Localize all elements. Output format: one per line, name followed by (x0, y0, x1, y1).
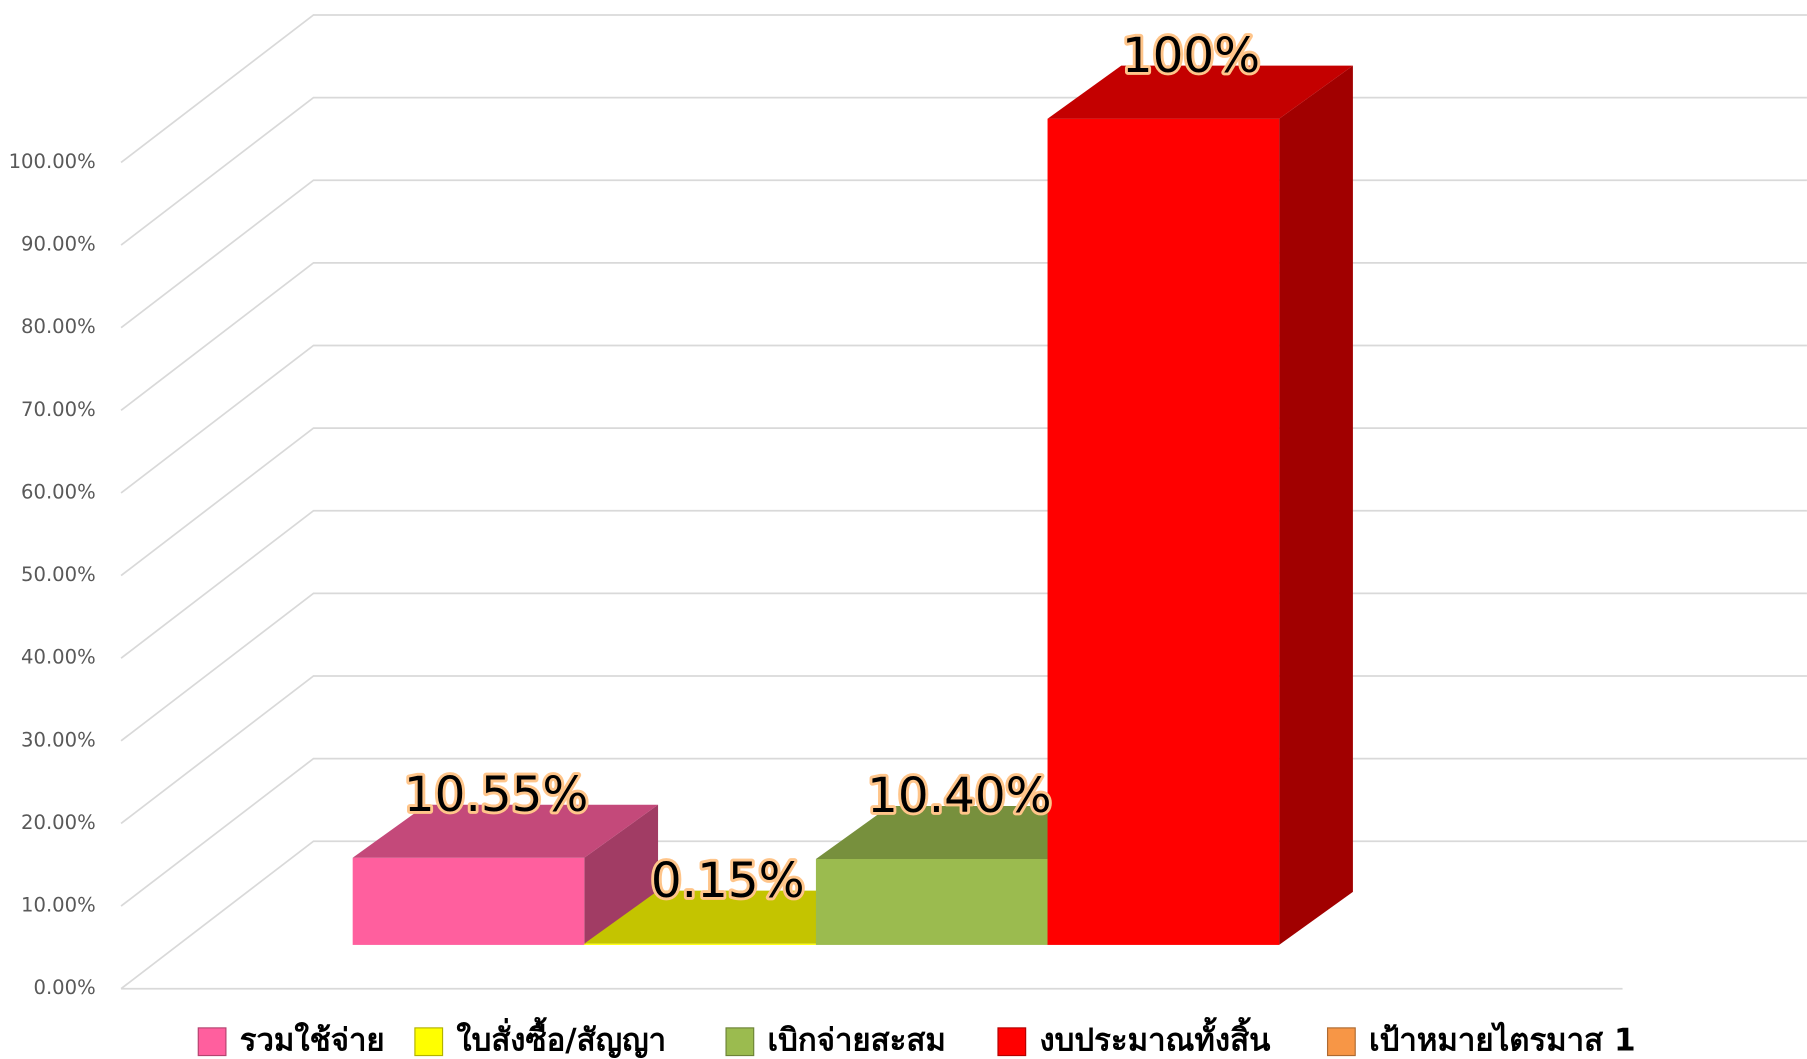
y-tick-label: 40.00% (21, 646, 96, 669)
grid-line (120, 344, 1807, 494)
legend-swatch (414, 1027, 444, 1057)
bar-front (584, 943, 816, 945)
legend-swatch (997, 1027, 1027, 1057)
y-tick-label: 0.00% (34, 976, 96, 999)
grid-line (120, 509, 1807, 659)
bar-top (584, 890, 890, 944)
y-tick-label: 90.00% (21, 233, 96, 256)
y-tick-label: 30.00% (21, 728, 96, 751)
y-tick-label: 80.00% (21, 315, 96, 338)
grid-line (120, 96, 1807, 246)
bar-top (352, 804, 659, 858)
y-tick-label: 20.00% (21, 811, 96, 834)
y-tick-label: 70.00% (21, 398, 96, 421)
legend-label: เบิกจ่ายสะสม (768, 1023, 946, 1059)
legend-label: งบประมาณทั้งสิ้น (1039, 1017, 1271, 1059)
legend-swatch (725, 1027, 755, 1057)
legend-swatch (1326, 1027, 1356, 1057)
bar-front (352, 857, 585, 945)
legend-label: รวมใช้จ่าย (240, 1022, 385, 1059)
grid-line (120, 427, 1807, 577)
value-label: 0.15% (651, 853, 805, 909)
bar-top (1047, 65, 1353, 119)
bar-front (1047, 118, 1280, 945)
legend-label: เป้าหมายไตรมาส 1 (1369, 1022, 1636, 1059)
legend-label: ใบสั่งซื้อ/สัญญา (456, 1017, 666, 1059)
y-tick-label: 100.00% (9, 150, 96, 173)
value-label: 10.55% (404, 767, 588, 823)
y-tick-label: 10.00% (21, 894, 96, 917)
value-label: 10.40% (867, 768, 1051, 824)
grid-line (120, 592, 1807, 742)
grid-line (120, 261, 1807, 412)
grid-line (120, 179, 1807, 329)
y-tick-label: 60.00% (21, 480, 96, 503)
legend-swatch (197, 1027, 227, 1057)
y-tick-label: 50.00% (21, 563, 96, 586)
bar-side (1279, 65, 1353, 945)
grid-line (120, 14, 1807, 164)
bar-side (584, 804, 659, 945)
bar-top (815, 805, 1122, 859)
bar-front (815, 858, 1048, 945)
value-label: 100% (1122, 28, 1260, 84)
